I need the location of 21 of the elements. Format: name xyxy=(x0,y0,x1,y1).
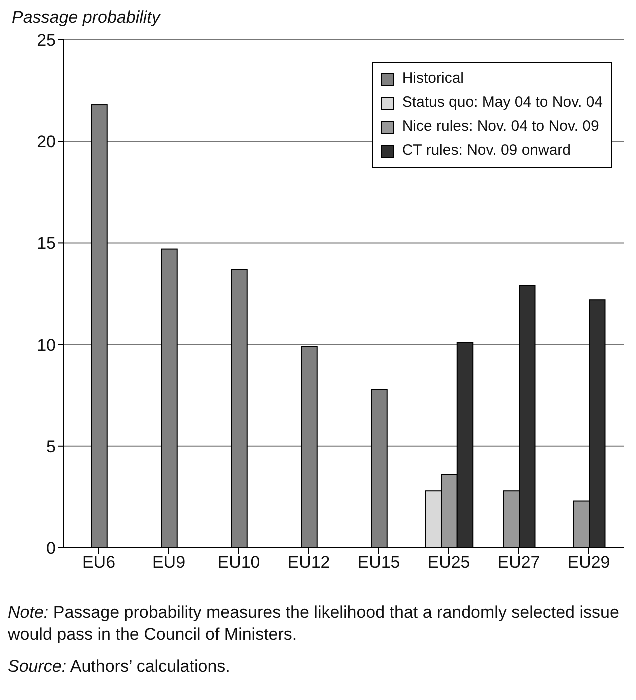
x-tick-label: EU6 xyxy=(82,553,116,572)
x-tick-label: EU12 xyxy=(288,553,330,572)
y-tick-label: 15 xyxy=(37,234,56,254)
y-tick-label: 10 xyxy=(37,336,56,355)
y-tick-label: 5 xyxy=(46,437,56,456)
legend-label: CT rules: Nov. 09 onward xyxy=(402,141,572,161)
x-tick-label: EU27 xyxy=(498,553,540,572)
legend-label: Status quo: May 04 to Nov. 04 xyxy=(402,93,603,113)
legend-label: Nice rules: Nov. 04 to Nov. 09 xyxy=(402,117,600,137)
y-tick-label: 0 xyxy=(46,539,56,558)
x-tick-label: EU10 xyxy=(218,553,260,572)
legend-label: Historical xyxy=(402,69,464,89)
source-note: Source: Authors’ calculations. xyxy=(8,656,232,678)
x-tick-label: EU9 xyxy=(152,553,186,572)
y-axis-title: Passage probability xyxy=(12,8,162,28)
text: Note: Passage probability measures the likelihood that a randomly selected issue would pass in the Council of Ministers. xyxy=(8,602,620,646)
y-tick-label: 20 xyxy=(37,132,56,152)
x-tick-label: EU29 xyxy=(568,553,610,572)
x-tick-label: EU15 xyxy=(358,553,400,572)
y-tick-label: 25 xyxy=(37,31,56,50)
x-tick-label: EU25 xyxy=(428,553,470,572)
